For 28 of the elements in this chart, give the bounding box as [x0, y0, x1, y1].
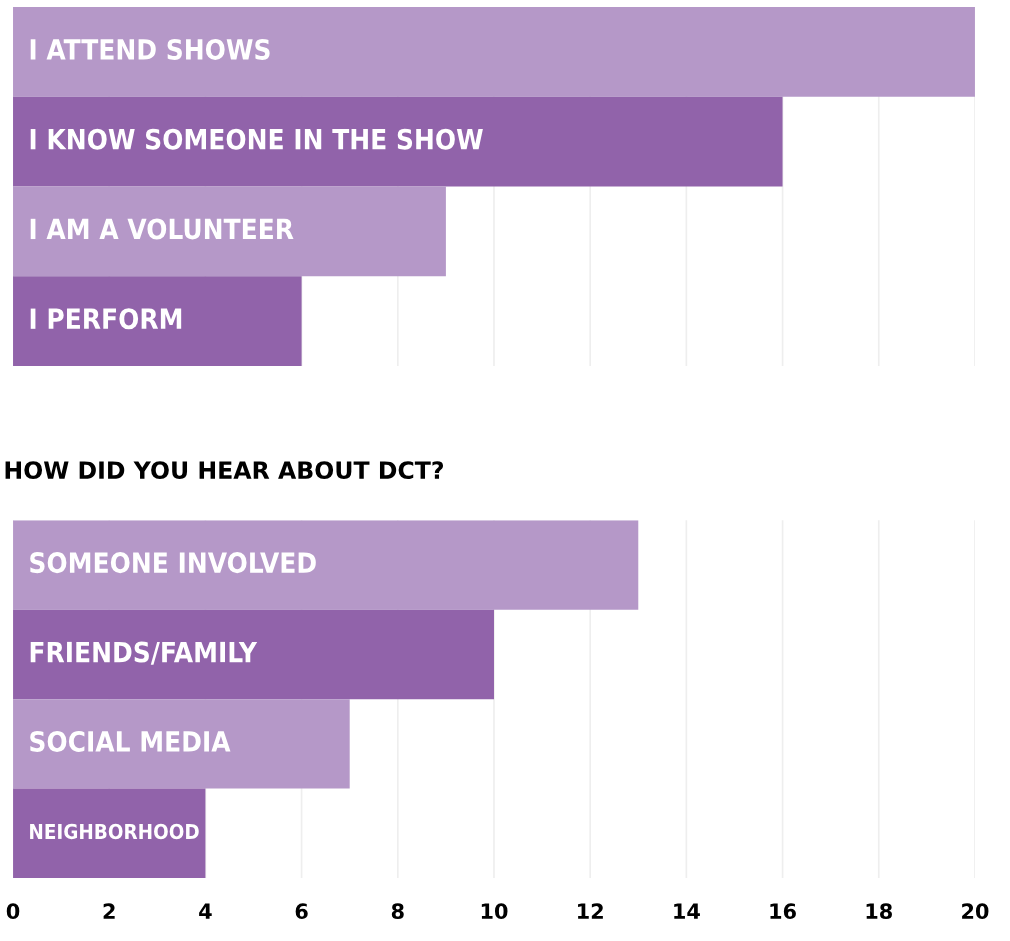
x-tick-label: 14 — [674, 903, 700, 919]
x-tick-label: 0 — [6, 903, 20, 920]
category-label: SOCIAL MEDIA — [30, 730, 231, 752]
bar — [13, 699, 350, 789]
x-tick-label: 12 — [578, 903, 603, 919]
bar — [13, 609, 494, 700]
category-label: SOMEONE INVOLVED — [30, 552, 316, 574]
x-tick-label: 6 — [295, 903, 308, 920]
bar — [13, 96, 783, 187]
bar — [13, 6, 975, 97]
bar — [13, 520, 639, 610]
category-label: I AM A VOLUNTEER — [30, 218, 294, 240]
x-tick-label: 8 — [391, 903, 404, 920]
category-label: NEIGHBORHOOD — [30, 823, 199, 840]
x-tick-label: 4 — [199, 903, 212, 919]
chart-title: HOW DID YOU HEAR ABOUT DCT? — [5, 461, 444, 480]
category-label: I KNOW SOMEONE IN THE SHOW — [30, 128, 483, 150]
bar — [13, 186, 446, 277]
x-tick-label: 2 — [103, 903, 115, 919]
category-label: FRIENDS/FAMILY — [30, 641, 258, 665]
x-tick-label: 16 — [770, 903, 796, 920]
bar — [13, 788, 206, 878]
category-label: I PERFORM — [30, 308, 182, 330]
category-label: I ATTEND SHOWS — [30, 38, 270, 60]
x-tick-label: 10 — [481, 903, 508, 920]
x-tick-label: 20 — [962, 903, 989, 920]
x-tick-label: 18 — [866, 903, 892, 920]
bar — [13, 276, 302, 367]
